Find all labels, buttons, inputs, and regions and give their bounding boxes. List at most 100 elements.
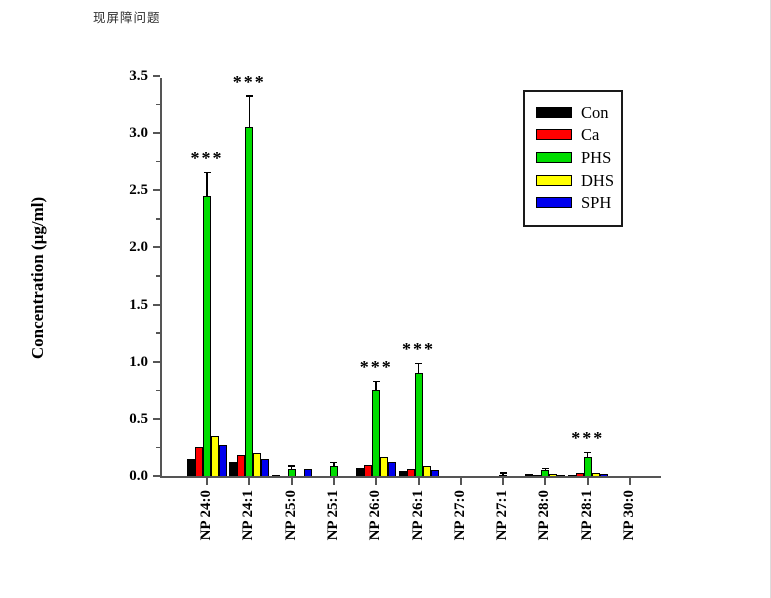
legend: Con Ca PHS DHS SPH [523, 90, 623, 227]
y-tick-label: 1.5 [129, 296, 148, 313]
legend-swatch-dhs [536, 174, 572, 186]
x-axis-tick [629, 478, 631, 485]
bar-phs [372, 390, 381, 476]
y-axis-minor-tick [156, 218, 160, 220]
legend-row: SPH [536, 191, 621, 214]
bar-sph [430, 470, 439, 476]
error-bar [417, 364, 420, 374]
bar-sph [303, 469, 312, 476]
x-axis-tick [586, 478, 589, 485]
bar-dhs [591, 472, 600, 476]
bar-phs [583, 456, 592, 476]
x-axis-tick [332, 478, 335, 485]
error-bar [586, 453, 589, 457]
error-bar-cap [245, 95, 253, 97]
error-bar-cap [499, 472, 507, 474]
bar-ca [533, 474, 542, 476]
y-axis-tick [153, 189, 160, 192]
bar-dhs [422, 465, 431, 476]
bar-con [567, 474, 576, 476]
x-tick-label: NP 25:1 [324, 490, 341, 541]
bar-sph [557, 474, 566, 476]
y-axis-minor-tick [156, 160, 160, 163]
plot-area: 0.0 0.5 1.0 1.5 2.0 2.5 3.0 3.5 NP 24:0 NP 24:1 NP… [129, 68, 661, 540]
x-tick-label: NP 26:1 [409, 490, 426, 541]
bar-sph [219, 445, 227, 476]
bar-dhs [549, 473, 558, 476]
error-bar-cap [330, 461, 338, 464]
y-axis-minor-tick [156, 332, 160, 334]
significance-marker: *** [402, 339, 435, 359]
x-axis-tick [248, 478, 251, 485]
significance-marker: *** [359, 357, 393, 378]
error-bar [375, 382, 377, 391]
y-axis-minor-tick [156, 103, 160, 106]
error-bar-cap [415, 362, 422, 364]
y-axis-tick [153, 360, 160, 363]
legend-swatch-con [536, 106, 572, 118]
significance-marker: *** [571, 428, 605, 449]
y-axis-tick [153, 475, 160, 477]
bar-con [356, 468, 365, 476]
error-bar [290, 466, 293, 470]
bar-dhs [380, 456, 389, 476]
x-tick-label: NP 24:0 [198, 490, 214, 541]
error-bar [333, 463, 335, 466]
bar-ca [364, 464, 373, 476]
x-axis-tick [417, 478, 420, 485]
y-tick-label: 2.0 [129, 239, 148, 256]
bar-con [271, 474, 280, 476]
legend-row: Con [536, 101, 621, 124]
x-axis-tick [544, 478, 547, 485]
bar-phs [329, 465, 338, 476]
legend-row: DHS [536, 169, 621, 192]
legend-row: PHS [536, 146, 621, 169]
x-axis-tick [206, 478, 208, 485]
legend-label: SPH [581, 193, 612, 213]
error-bar-cap [541, 467, 549, 470]
x-tick-label: NP 24:1 [240, 490, 257, 541]
x-axis-tick [459, 478, 462, 485]
bar-ca [406, 469, 415, 476]
significance-marker: *** [190, 148, 224, 169]
y-axis-tick [153, 303, 160, 306]
x-tick-label: NP 25:0 [282, 490, 299, 541]
x-tick-label: NP 30:0 [621, 490, 637, 541]
y-axis-minor-tick [156, 446, 160, 449]
legend-row: Ca [536, 124, 621, 147]
error-bar [544, 469, 547, 471]
bar-phs [541, 470, 550, 476]
y-axis-title-text: Concentration (µg/ml) [28, 196, 47, 360]
error-bar-cap [372, 380, 380, 383]
legend-swatch-sph [536, 197, 572, 209]
page-header-text: 现屏障问题 [93, 10, 161, 25]
error-bar-cap [288, 465, 296, 467]
legend-label: DHS [581, 170, 615, 190]
legend-label: Ca [581, 125, 600, 145]
bar-dhs [253, 453, 262, 476]
bar-ca [575, 472, 584, 476]
error-bar [502, 473, 504, 475]
significance-marker: *** [232, 71, 266, 92]
y-tick-label: 3.5 [129, 68, 148, 84]
y-tick-label: 0.5 [129, 410, 148, 427]
bar-phs [414, 373, 423, 476]
y-tick-label: 3.0 [129, 125, 148, 142]
y-axis-tick [153, 75, 160, 77]
bar-sph [599, 473, 608, 476]
x-tick-label: NP 28:1 [578, 490, 595, 541]
bar-phs [287, 469, 296, 476]
bar-phs [203, 196, 211, 476]
error-bar [206, 173, 208, 196]
y-tick-label: 1.0 [129, 353, 148, 370]
bar-sph [261, 458, 270, 476]
bar-con [398, 471, 407, 476]
bar-dhs [211, 436, 219, 476]
x-axis-tick [375, 478, 378, 485]
legend-label: Con [581, 102, 609, 122]
y-tick-label: 0.0 [129, 468, 148, 484]
bar-ca [195, 447, 203, 476]
error-bar-cap [584, 451, 592, 454]
x-axis-tick [290, 478, 293, 485]
